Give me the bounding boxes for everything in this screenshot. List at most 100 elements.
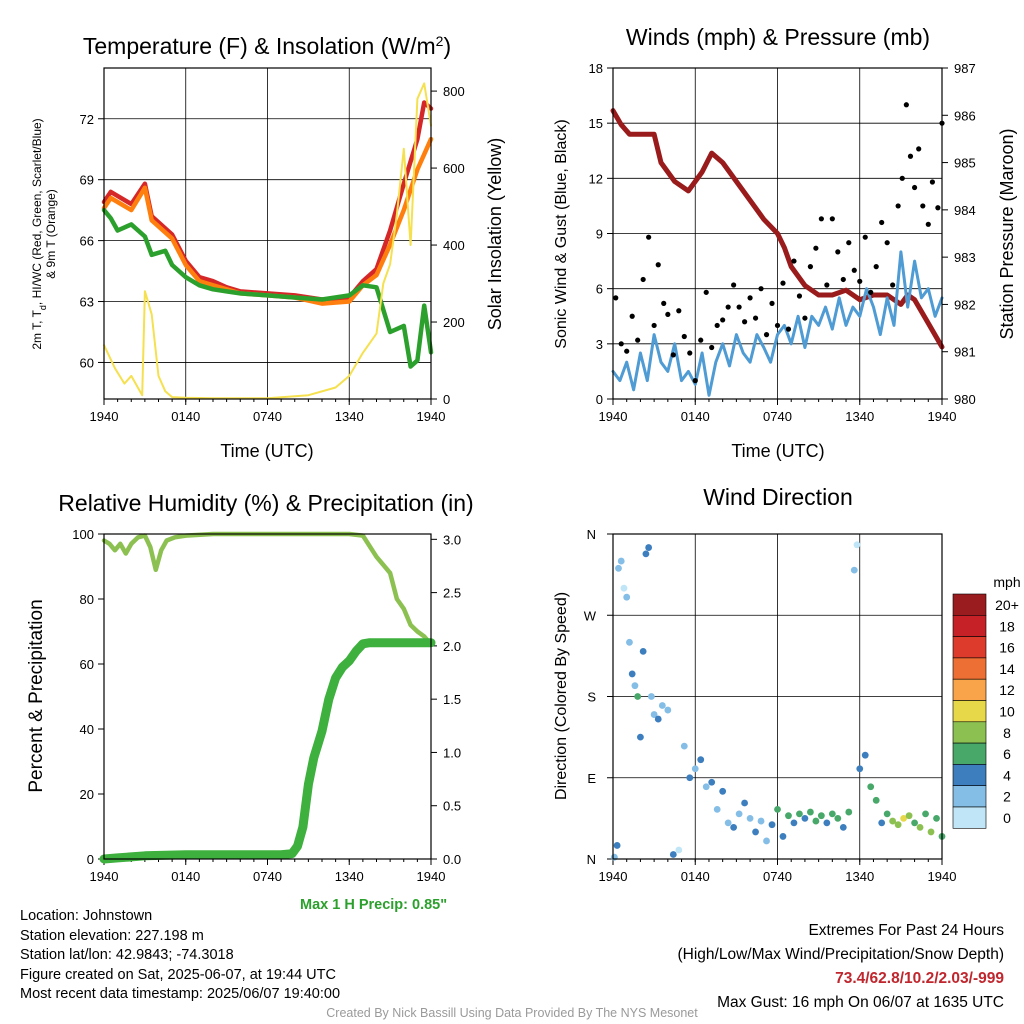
max-gust-text: Max Gust: 16 mph On 06/07 at 1635 UTC bbox=[717, 994, 1004, 1011]
gust-point bbox=[791, 258, 797, 264]
direction-point bbox=[719, 787, 727, 795]
direction-point bbox=[922, 810, 929, 818]
x-tick-label: 1940 bbox=[928, 869, 957, 884]
gust-point bbox=[920, 203, 926, 209]
gust-point bbox=[651, 322, 657, 329]
legend-swatch bbox=[952, 678, 987, 701]
direction-point bbox=[702, 783, 710, 791]
y-right-tick-label: 2.0 bbox=[443, 639, 461, 654]
y-right-tick-label: 984 bbox=[954, 203, 976, 218]
y-right-tick-label: 0 bbox=[443, 392, 450, 407]
y-tick-label: 0 bbox=[87, 852, 94, 867]
legend-label: 18 bbox=[999, 618, 1015, 634]
x-tick-label: 0140 bbox=[681, 409, 710, 424]
gust-point bbox=[818, 216, 824, 222]
x-tick-label: 1940 bbox=[599, 869, 628, 884]
direction-point bbox=[654, 715, 662, 723]
gust-point bbox=[646, 234, 652, 240]
gust-point bbox=[911, 184, 918, 191]
direction-point bbox=[639, 647, 647, 655]
gust-point bbox=[769, 300, 775, 306]
gust-point bbox=[899, 175, 905, 181]
created-text: Figure created on Sat, 2025-06-07, at 19… bbox=[20, 966, 336, 983]
direction-point bbox=[867, 783, 875, 791]
y-tick-label: 40 bbox=[80, 722, 94, 737]
direction-point bbox=[675, 846, 683, 854]
elevation-text: Station elevation: 227.198 m bbox=[20, 927, 204, 944]
series-line-0 bbox=[610, 108, 945, 350]
direction-frame bbox=[612, 533, 943, 860]
direction-point bbox=[889, 817, 897, 825]
gust-point bbox=[709, 344, 715, 351]
direction-point bbox=[746, 814, 754, 822]
series-line-1 bbox=[611, 250, 944, 397]
direction-point bbox=[708, 778, 716, 786]
y-right-tick-label: 400 bbox=[443, 238, 465, 253]
direction-point bbox=[768, 821, 776, 829]
direction-point bbox=[757, 817, 765, 825]
winds-ylabel: Sonic Wind & Gust (Blue, Black) bbox=[553, 119, 570, 348]
gust-point bbox=[661, 300, 667, 306]
direction-point bbox=[916, 824, 924, 831]
legend-label: 8 bbox=[1003, 725, 1011, 741]
y-right-tick-label: 200 bbox=[443, 315, 465, 330]
humidity-title: Relative Humidity (%) & Precipitation (i… bbox=[58, 490, 473, 516]
legend-label: 6 bbox=[1003, 746, 1011, 762]
direction-point bbox=[686, 774, 694, 782]
y-right-tick-label: 980 bbox=[954, 392, 976, 407]
y-tick-label: 18 bbox=[589, 61, 603, 76]
gust-point bbox=[681, 333, 687, 340]
winds-ylabel-right: Station Pressure (Maroon) bbox=[997, 128, 1017, 339]
gust-point bbox=[687, 350, 693, 356]
direction-point bbox=[642, 550, 650, 558]
gust-point bbox=[802, 315, 808, 321]
gust-point bbox=[714, 322, 720, 329]
gust-point bbox=[670, 352, 676, 358]
legend-label: 2 bbox=[1003, 789, 1011, 805]
gust-point bbox=[629, 313, 635, 319]
gust-point bbox=[796, 293, 803, 299]
extremes-subtitle: (High/Low/Max Wind/Precipitation/Snow De… bbox=[677, 946, 1005, 963]
legend-swatch bbox=[952, 657, 987, 680]
direction-point bbox=[752, 828, 759, 836]
y-tick-label: N bbox=[587, 852, 596, 867]
y-right-tick-label: 800 bbox=[443, 84, 465, 99]
gust-point bbox=[895, 203, 901, 209]
direction-point bbox=[691, 765, 699, 773]
y-right-tick-label: 600 bbox=[443, 161, 465, 176]
y-tick-label: 0 bbox=[596, 392, 603, 407]
gust-point bbox=[935, 205, 941, 211]
direction-point bbox=[645, 544, 653, 551]
direction-point bbox=[883, 810, 891, 818]
gust-point bbox=[862, 234, 868, 240]
direction-point bbox=[900, 814, 908, 822]
direction-point bbox=[634, 693, 642, 700]
gust-point bbox=[903, 102, 909, 108]
gust-point bbox=[916, 146, 922, 152]
x-tick-label: 1940 bbox=[417, 409, 446, 424]
temperature-xlabel: Time (UTC) bbox=[220, 441, 313, 461]
direction-point bbox=[774, 805, 781, 813]
direction-point bbox=[620, 584, 628, 592]
direction-point bbox=[658, 702, 666, 709]
y-tick-label: 72 bbox=[80, 112, 94, 127]
y-tick-label: S bbox=[587, 690, 596, 705]
winds-xlabel: Time (UTC) bbox=[731, 441, 824, 461]
gust-point bbox=[676, 308, 682, 314]
max-precip-label: Max 1 H Precip: 0.85" bbox=[300, 897, 448, 913]
x-tick-label: 1340 bbox=[845, 409, 874, 424]
gust-point bbox=[840, 276, 846, 283]
legend-label: 0 bbox=[1003, 810, 1011, 826]
direction-point bbox=[613, 842, 621, 849]
y-tick-label: W bbox=[584, 608, 597, 623]
location-text: Location: Johnstown bbox=[20, 908, 153, 924]
gust-point bbox=[851, 267, 857, 273]
legend-swatch bbox=[952, 636, 987, 659]
direction-point bbox=[664, 706, 672, 714]
direction-point bbox=[779, 833, 787, 840]
gust-point bbox=[780, 280, 786, 286]
direction-point bbox=[669, 851, 677, 858]
y-tick-label: 9 bbox=[596, 227, 603, 242]
x-tick-label: 0140 bbox=[681, 869, 710, 884]
